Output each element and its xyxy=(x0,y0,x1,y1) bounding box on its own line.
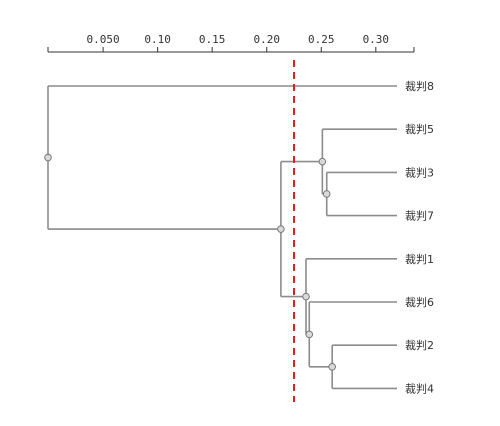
x-tick-label: 0.050 xyxy=(87,33,120,46)
leaf-label: 裁判6 xyxy=(405,296,434,309)
dendrogram-nodes xyxy=(44,153,336,371)
dendrogram-node xyxy=(277,225,285,233)
x-tick-label: 0.10 xyxy=(144,33,171,46)
dendrogram-links xyxy=(47,85,397,390)
dendrogram-node xyxy=(302,292,310,301)
dendrogram-node xyxy=(322,190,331,198)
x-axis: 0.050 0.10 0.15 0.20 0.25 0.30 xyxy=(47,33,415,53)
leaf-labels: 裁判8 裁判5 裁判3 裁判7 裁判1 裁判6 裁判2 裁判4 xyxy=(405,80,434,395)
leaf-label: 裁判4 xyxy=(405,382,434,395)
leaf-label: 裁判5 xyxy=(405,123,434,136)
x-tick-label: 0.20 xyxy=(253,33,280,46)
x-tick-label: 0.15 xyxy=(199,33,226,46)
dendrogram-node xyxy=(305,330,314,339)
x-tick-label: 0.30 xyxy=(363,33,390,46)
leaf-label: 裁判3 xyxy=(405,166,434,179)
leaf-label: 裁判1 xyxy=(405,253,434,266)
leaf-label: 裁判8 xyxy=(405,80,434,93)
dendrogram-node xyxy=(318,157,327,166)
leaf-label: 裁判7 xyxy=(405,210,434,223)
dendrogram-node xyxy=(328,363,336,371)
x-tick-label: 0.25 xyxy=(308,33,335,46)
dendrogram-node xyxy=(44,153,52,162)
leaf-label: 裁判2 xyxy=(405,339,434,352)
